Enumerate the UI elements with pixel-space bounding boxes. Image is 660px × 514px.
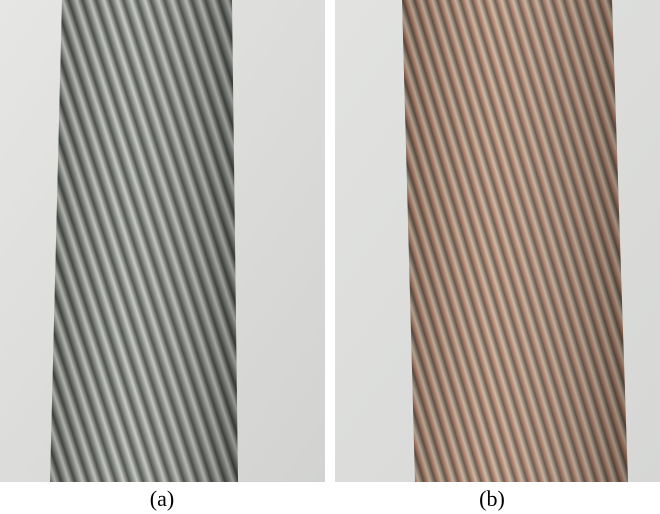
photo-a [0, 0, 325, 482]
panel-label: (a) [150, 486, 174, 511]
photo-b [335, 0, 660, 482]
cable-shading [50, 0, 238, 482]
cable-shading [402, 0, 628, 482]
panel-label: (b) [479, 486, 505, 511]
